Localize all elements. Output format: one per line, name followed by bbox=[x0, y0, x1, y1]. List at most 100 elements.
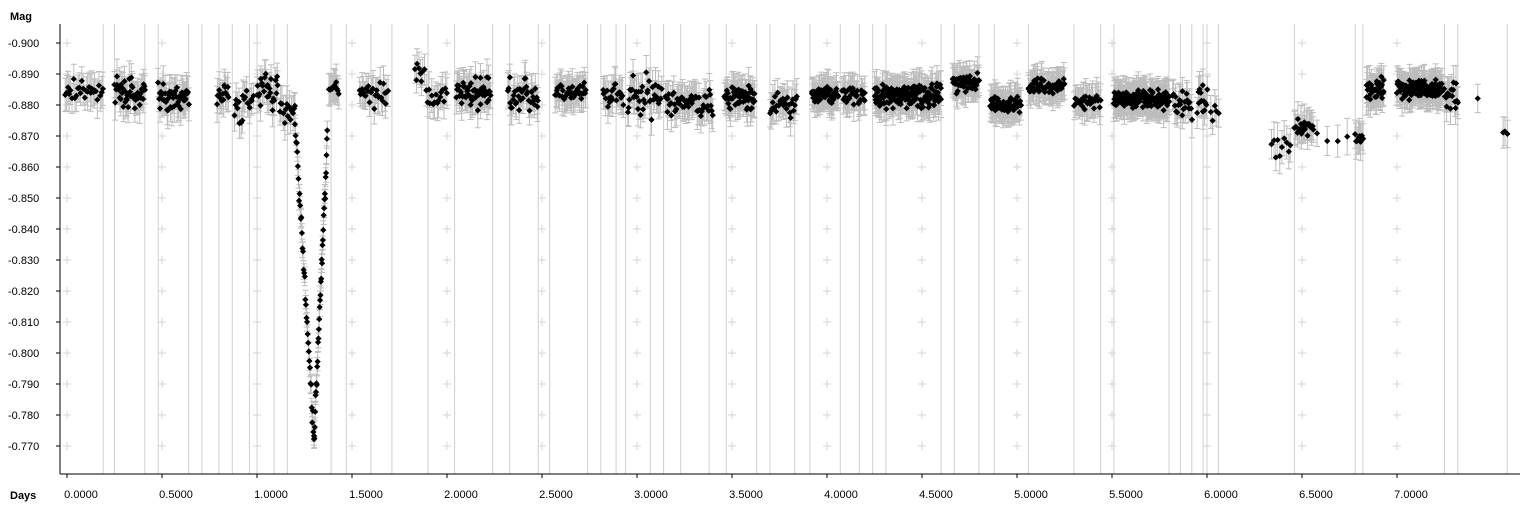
grid-marker bbox=[1393, 318, 1401, 326]
grid-marker bbox=[443, 349, 451, 357]
data-point bbox=[315, 335, 322, 342]
data-point bbox=[302, 301, 310, 308]
data-point bbox=[1287, 142, 1294, 149]
grid-marker bbox=[443, 39, 451, 47]
data-point bbox=[298, 229, 306, 237]
grid-marker bbox=[823, 411, 831, 419]
data-point bbox=[310, 428, 317, 436]
data-point bbox=[311, 435, 318, 442]
grid-marker bbox=[1393, 411, 1401, 419]
grid-marker bbox=[443, 287, 451, 295]
x-axis-title: Days bbox=[10, 490, 36, 502]
grid-marker bbox=[1108, 70, 1116, 78]
grid-marker bbox=[918, 225, 926, 233]
data-point bbox=[184, 88, 192, 96]
grid-marker bbox=[443, 411, 451, 419]
grid-marker bbox=[538, 194, 546, 202]
grid-marker bbox=[1108, 194, 1116, 202]
data-point bbox=[1504, 130, 1511, 138]
data-point bbox=[113, 73, 121, 80]
data-point bbox=[317, 292, 324, 299]
grid-marker bbox=[538, 39, 546, 47]
grid-marker bbox=[633, 132, 641, 140]
data-point bbox=[1179, 112, 1186, 119]
data-point bbox=[324, 127, 331, 134]
grid-marker bbox=[443, 225, 451, 233]
grid-marker bbox=[823, 318, 831, 326]
grid-marker bbox=[63, 442, 71, 450]
data-point bbox=[70, 75, 77, 83]
data-point bbox=[1149, 89, 1156, 97]
grid-marker bbox=[918, 442, 926, 450]
grid-marker bbox=[823, 132, 831, 140]
grid-marker bbox=[1108, 318, 1116, 326]
grid-marker bbox=[1013, 442, 1021, 450]
data-point bbox=[1268, 141, 1275, 148]
grid-marker bbox=[443, 380, 451, 388]
y-tick-label: -0.770 bbox=[8, 441, 39, 453]
data-point bbox=[954, 87, 961, 95]
y-tick-label: -0.900 bbox=[8, 38, 39, 50]
data-point bbox=[1060, 75, 1067, 83]
x-tick-label: 3.0000 bbox=[634, 489, 668, 501]
data-point bbox=[626, 96, 633, 103]
data-point bbox=[294, 163, 301, 170]
data-point bbox=[117, 95, 124, 103]
grid-marker bbox=[823, 39, 831, 47]
data-point bbox=[709, 112, 716, 119]
data-point bbox=[95, 82, 103, 89]
data-point bbox=[177, 105, 184, 113]
data-point bbox=[125, 103, 132, 111]
grid-marker bbox=[348, 194, 356, 202]
grid-marker bbox=[728, 318, 736, 326]
data-point bbox=[311, 424, 318, 431]
grid-marker bbox=[633, 380, 641, 388]
data-point bbox=[77, 90, 84, 97]
grid-marker bbox=[823, 163, 831, 171]
grid-marker bbox=[443, 256, 451, 264]
grid-marker bbox=[1013, 380, 1021, 388]
data-point bbox=[136, 101, 143, 108]
data-point bbox=[1380, 76, 1387, 84]
data-point bbox=[604, 103, 612, 110]
grid-marker bbox=[918, 194, 926, 202]
data-point bbox=[225, 94, 232, 101]
data-point bbox=[790, 107, 797, 114]
grid-marker bbox=[158, 132, 166, 140]
data-point bbox=[73, 92, 80, 99]
data-point bbox=[234, 105, 241, 112]
grid-marker bbox=[1298, 256, 1306, 264]
grid-marker bbox=[823, 225, 831, 233]
data-point bbox=[323, 135, 331, 142]
grid-marker bbox=[1108, 256, 1116, 264]
data-point bbox=[1177, 97, 1184, 105]
grid-marker bbox=[633, 442, 641, 450]
data-point bbox=[516, 107, 523, 114]
data-point bbox=[315, 326, 322, 333]
grid-marker bbox=[158, 318, 166, 326]
data-point bbox=[318, 275, 325, 282]
grid-marker bbox=[443, 318, 451, 326]
data-point bbox=[312, 388, 320, 396]
data-point bbox=[1379, 94, 1386, 102]
grid-marker bbox=[63, 39, 71, 47]
data-point bbox=[320, 226, 327, 234]
data-point bbox=[318, 260, 326, 267]
grid-marker bbox=[348, 70, 356, 78]
data-point bbox=[123, 96, 130, 104]
data-point bbox=[637, 88, 645, 95]
data-point bbox=[1211, 102, 1219, 109]
data-point bbox=[706, 86, 713, 93]
grid-marker bbox=[918, 132, 926, 140]
data-point bbox=[1278, 144, 1286, 151]
data-point bbox=[1373, 93, 1380, 100]
grid-marker bbox=[1298, 39, 1306, 47]
data-point bbox=[81, 94, 88, 101]
grid-marker bbox=[1298, 349, 1306, 357]
data-point bbox=[1360, 135, 1367, 142]
grid-marker bbox=[1013, 132, 1021, 140]
data-point bbox=[1061, 80, 1068, 87]
y-tick-label: -0.850 bbox=[8, 193, 39, 205]
grid-marker bbox=[1108, 349, 1116, 357]
